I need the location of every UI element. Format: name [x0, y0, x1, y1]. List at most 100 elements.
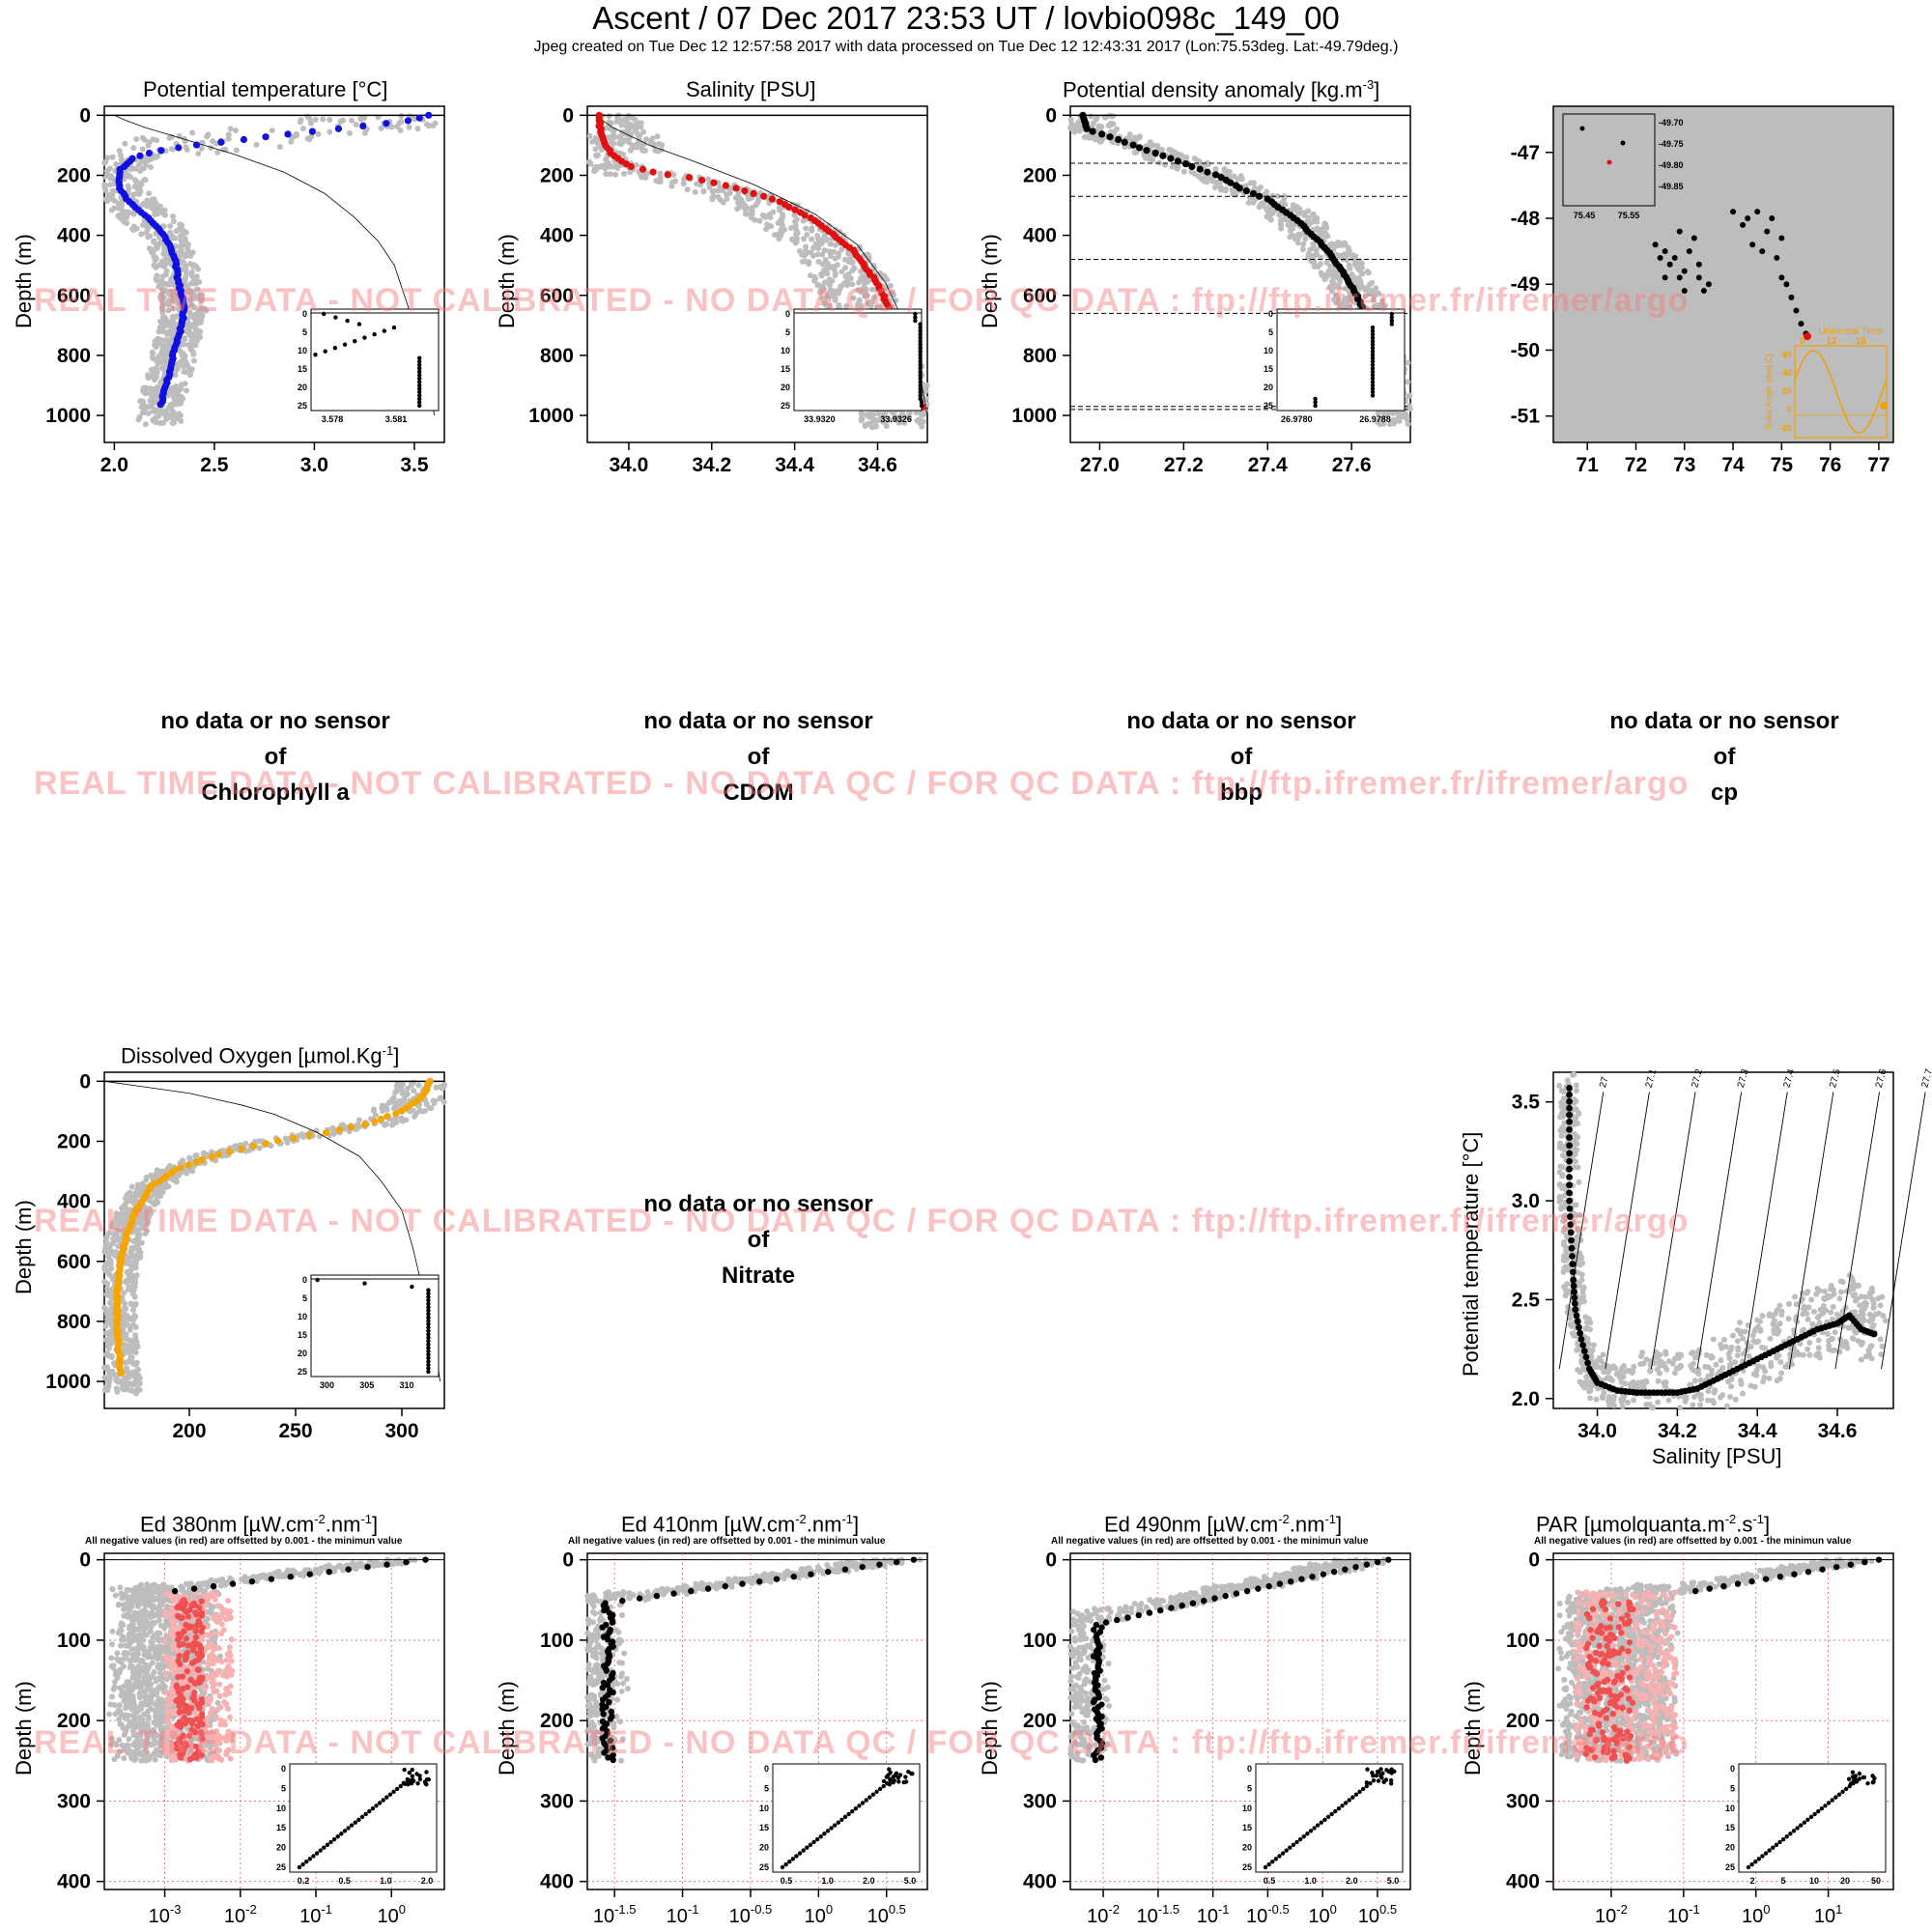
dens-profile-point: [1089, 128, 1096, 135]
oxy-history-point: [180, 1157, 186, 1164]
sun-xtick-label: 12: [1826, 336, 1837, 347]
ts-history-point: [1728, 1383, 1735, 1390]
map-xtick-label: 76: [1819, 454, 1841, 476]
oxy-profile-point: [384, 1113, 391, 1121]
temp-history-point: [138, 158, 145, 165]
sal-history-point: [627, 147, 634, 154]
ts-history-point: [1601, 1369, 1607, 1376]
ts-history-point: [1579, 1293, 1586, 1300]
oxy-history-point: [133, 1359, 140, 1366]
ts-history-point: [1869, 1289, 1876, 1295]
oxy-history-point: [134, 1385, 141, 1392]
sal-history-point: [635, 121, 641, 128]
temp-history-point: [140, 398, 147, 405]
ts-history-point: [1572, 1116, 1578, 1122]
temp-history-point: [104, 155, 111, 161]
temp-history-point: [276, 144, 283, 151]
dens-ytick-label: 800: [1023, 345, 1057, 367]
temp-history-point: [186, 328, 193, 335]
oxy-history-point: [384, 1106, 390, 1113]
map-ytick-label: -51: [1511, 406, 1541, 428]
map-track-point: [1686, 248, 1692, 255]
dens-profile-point: [1151, 149, 1159, 157]
temp-ytick-label: 200: [57, 164, 91, 186]
ts-history-point: [1806, 1340, 1813, 1347]
dens-xtick-label: 27.2: [1164, 454, 1204, 476]
temp-history-point: [160, 419, 167, 426]
ts-history-point: [1697, 1402, 1704, 1408]
oxy-profile-point: [322, 1128, 330, 1137]
dens-history-point: [1299, 246, 1306, 253]
oxy-history-point: [161, 1184, 168, 1191]
oxy-history-point: [411, 1088, 417, 1094]
oxy-history-point: [126, 1370, 132, 1377]
dens-history-point: [1259, 200, 1265, 207]
oxy-history-point: [412, 1113, 418, 1120]
ts-history-point: [1662, 1350, 1669, 1357]
oxy-profile-point: [262, 1140, 270, 1148]
ts-history-point: [1740, 1390, 1747, 1397]
ts-history-point: [1867, 1344, 1874, 1350]
temp-history-point: [126, 185, 132, 192]
temp-history-point: [168, 146, 175, 153]
ts-history-point: [1690, 1402, 1696, 1408]
dens-history-point: [1172, 149, 1179, 156]
oxy-history-point: [120, 1379, 127, 1386]
sal-history-point: [821, 247, 828, 254]
map-zoom-xtick-label: 75.55: [1618, 211, 1640, 220]
ts-history-point: [1575, 1367, 1581, 1374]
map-track-point: [1676, 274, 1683, 281]
sal-history-point: [694, 181, 700, 187]
ts-history-point: [1726, 1355, 1733, 1362]
dens-history-point: [1327, 263, 1334, 270]
oxy-history-point: [133, 1272, 140, 1279]
temp-history-point: [198, 145, 205, 152]
ts-history-point: [1866, 1311, 1873, 1318]
temp-inset-ytick-label: 25: [298, 401, 307, 411]
dens-history-point: [1294, 207, 1301, 213]
ts-history-point: [1556, 1082, 1563, 1089]
sal-profile-point: [664, 171, 671, 179]
dens-history-point: [1324, 233, 1331, 240]
temp-history-point: [151, 246, 157, 253]
temp-history-point: [180, 363, 186, 370]
oxy-history-point: [184, 1169, 190, 1176]
ts-history-point: [1867, 1293, 1874, 1300]
temp-history-point: [154, 137, 160, 144]
dens-history-point: [1347, 265, 1353, 271]
ts-history-point: [1747, 1382, 1754, 1389]
temp-history-point: [151, 406, 157, 412]
dens-history-point: [1211, 185, 1218, 191]
map-track-point: [1662, 248, 1668, 255]
oxy-ytick-label: 0: [79, 1070, 91, 1093]
sun-frame: [1794, 345, 1888, 439]
ts-history-point: [1824, 1330, 1831, 1337]
ts-history-point: [1571, 1130, 1577, 1137]
temp-history-point: [188, 269, 195, 275]
ts-history-point: [1567, 1321, 1574, 1327]
temp-history-point: [161, 352, 168, 358]
sal-profile-point: [768, 195, 776, 203]
temp-history-point: [150, 206, 156, 213]
oxy-profile-point: [398, 1107, 406, 1115]
ts-history-point: [1759, 1378, 1766, 1385]
map-track-point: [1676, 228, 1683, 235]
map-xtick-label: 71: [1577, 454, 1600, 476]
temp-history-point: [183, 229, 189, 236]
dens-profile-point: [1106, 133, 1114, 141]
oxy-profile-point: [117, 1369, 125, 1377]
temp-profile-point: [404, 117, 412, 125]
oxy-profile-point: [305, 1131, 313, 1139]
map-zoom-frame: [1562, 113, 1656, 207]
oxy-history-point: [112, 1372, 119, 1378]
temp-history-point: [327, 116, 333, 123]
temp-profile-point: [308, 128, 317, 135]
ts-history-point: [1880, 1312, 1887, 1319]
dens-history-point: [1404, 379, 1410, 385]
ts-history-point: [1816, 1320, 1823, 1326]
sun-xtick-label: 18: [1855, 336, 1866, 347]
temp-history-point: [142, 421, 149, 428]
oxy-profile-point: [208, 1153, 216, 1161]
sal-history-point: [792, 222, 799, 229]
